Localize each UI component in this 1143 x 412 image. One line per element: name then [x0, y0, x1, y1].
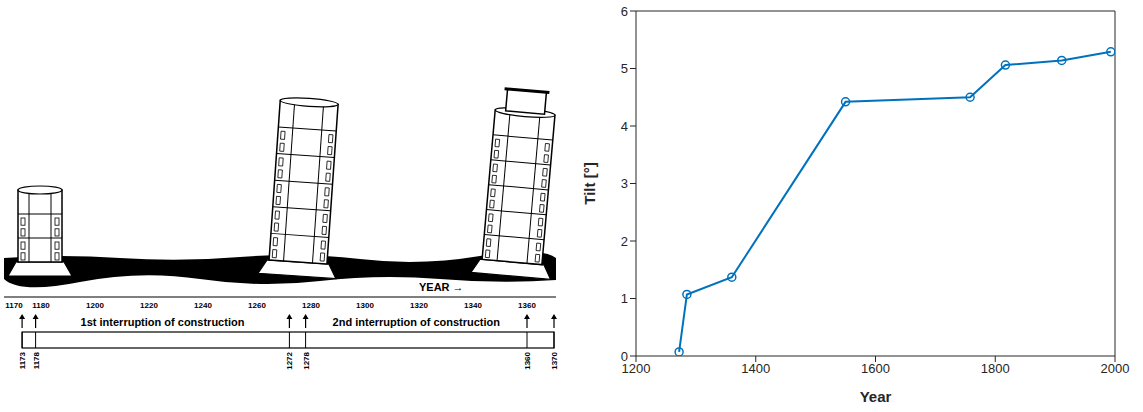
- svg-text:1800: 1800: [981, 361, 1010, 376]
- svg-text:1360: 1360: [523, 351, 532, 369]
- svg-text:1400: 1400: [741, 361, 770, 376]
- svg-text:1220: 1220: [140, 301, 158, 310]
- svg-text:2000: 2000: [1101, 361, 1130, 376]
- svg-text:Tilt [°]: Tilt [°]: [581, 162, 598, 204]
- svg-text:6: 6: [621, 4, 628, 19]
- svg-text:1360: 1360: [518, 301, 536, 310]
- svg-text:1340: 1340: [464, 301, 482, 310]
- svg-text:YEAR →: YEAR →: [419, 281, 464, 293]
- svg-text:1200: 1200: [621, 361, 651, 377]
- svg-text:2: 2: [621, 234, 628, 249]
- svg-text:1180: 1180: [32, 301, 50, 310]
- svg-text:1280: 1280: [302, 301, 320, 310]
- svg-text:1st interruption of constructi: 1st interruption of construction: [81, 316, 245, 328]
- svg-text:1178: 1178: [32, 351, 41, 369]
- svg-text:1200: 1200: [86, 301, 104, 310]
- svg-text:1170: 1170: [5, 301, 23, 310]
- svg-text:1260: 1260: [248, 301, 266, 310]
- svg-text:1600: 1600: [861, 361, 890, 376]
- svg-text:4: 4: [621, 119, 628, 134]
- svg-text:1240: 1240: [194, 301, 212, 310]
- svg-text:Year: Year: [860, 388, 892, 405]
- svg-text:1272: 1272: [285, 351, 294, 369]
- svg-text:1300: 1300: [356, 301, 374, 310]
- svg-text:1: 1: [621, 291, 628, 306]
- svg-text:1278: 1278: [302, 351, 311, 369]
- svg-text:1320: 1320: [410, 301, 428, 310]
- svg-text:5: 5: [621, 61, 628, 76]
- svg-text:2nd interruption of constructi: 2nd interruption of construction: [333, 316, 501, 328]
- svg-text:1370: 1370: [550, 351, 559, 369]
- svg-text:3: 3: [621, 176, 628, 191]
- svg-text:0: 0: [621, 349, 628, 364]
- svg-text:1173: 1173: [18, 351, 27, 369]
